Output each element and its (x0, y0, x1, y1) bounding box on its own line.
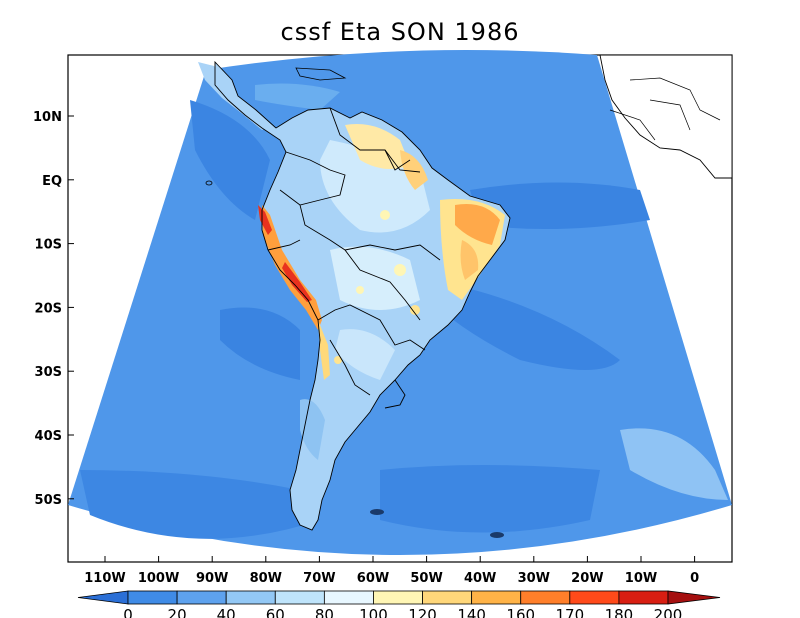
lon-tick-label: 90W (196, 571, 228, 586)
colorbar-segment (274, 590, 325, 605)
lat-tick-label: 50S (35, 493, 62, 508)
colorbar-segment (323, 590, 374, 605)
colorbar-segment (618, 590, 669, 605)
central-america-land (198, 62, 347, 130)
islands (205, 180, 504, 538)
lon-tick-label: 20W (571, 571, 603, 586)
colorbar-label: 40 (217, 606, 236, 618)
lat-tick-label: 10N (33, 110, 62, 125)
colorbar: 0 20 40 60 80 100 120 140 160 170 180 200 (77, 590, 721, 618)
lon-tick-label: 60W (357, 571, 389, 586)
colorbar-label: 180 (605, 606, 634, 618)
colorbar-label: 0 (123, 606, 133, 618)
colorbar-label: 160 (506, 606, 535, 618)
lon-tick-label: 80W (250, 571, 282, 586)
colorbar-segment (520, 590, 571, 605)
longitude-axis: 110W 100W 90W 80W 70W 60W 50W 40W 30W 20W 10W 0 (84, 556, 699, 586)
lon-tick-label: 30W (518, 571, 550, 586)
lat-tick-label: EQ (42, 174, 62, 189)
colorbar-arrow-high (667, 590, 721, 605)
colorbar-arrow-low (77, 590, 129, 605)
colorbar-label: 20 (168, 606, 187, 618)
colorbar-segment (373, 590, 423, 605)
colorbar-label: 80 (315, 606, 334, 618)
ocean-shading (80, 83, 728, 539)
colorbar-label: 170 (555, 606, 584, 618)
colorbar-segment (225, 590, 276, 605)
colorbar-segment (422, 590, 473, 605)
lon-tick-label: 0 (690, 571, 699, 586)
colorbar-label: 60 (266, 606, 285, 618)
country-boundaries (214, 60, 511, 531)
colorbar-segment (127, 590, 178, 605)
lon-tick-label: 40W (464, 571, 496, 586)
colorbar-segment (471, 590, 522, 605)
map-title: cssf Eta SON 1986 (280, 18, 520, 46)
colorbar-label: 100 (359, 606, 388, 618)
south-america-land (215, 62, 510, 530)
colorbar-segment (176, 590, 227, 605)
colorbar-segment (569, 590, 620, 605)
colorbar-label: 200 (654, 606, 683, 618)
latitude-axis: 10N EQ 10S 20S 30S 40S 50S (33, 110, 74, 508)
lat-tick-label: 40S (35, 429, 62, 444)
africa-land (599, 54, 733, 179)
colorbar-label: 120 (408, 606, 437, 618)
lon-tick-label: 110W (84, 571, 125, 586)
lat-tick-label: 20S (35, 301, 62, 316)
lat-tick-label: 10S (35, 238, 62, 253)
lon-tick-label: 70W (303, 571, 335, 586)
colorbar-label: 140 (457, 606, 486, 618)
lon-tick-label: 100W (138, 571, 179, 586)
lat-tick-label: 30S (35, 365, 62, 380)
lon-tick-label: 50W (410, 571, 442, 586)
lon-tick-label: 10W (625, 571, 657, 586)
